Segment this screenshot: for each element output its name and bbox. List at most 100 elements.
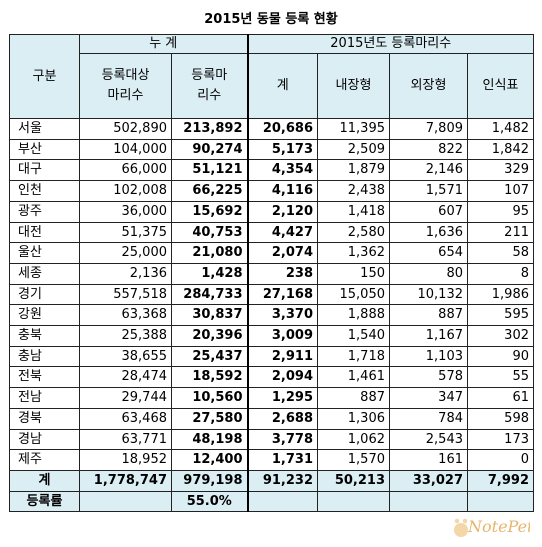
table-row: 제주 18,952 12,400 1,731 1,570 161 0 [9,449,534,471]
cell-region: 충남 [9,345,80,368]
cell-tag: 8 [467,262,534,285]
table-row: 인천 102,008 66,225 4,116 2,438 1,571 107 [9,180,534,202]
header-registered: 등록마 리수 [171,53,248,119]
header-registered-line1: 등록마 [191,68,228,83]
cell-tag: 598 [467,407,534,430]
cell-total: 2,094 [246,366,318,389]
cell-total: 2,688 [246,407,318,430]
page-title: 2015년 동물 등록 현황 [204,12,338,27]
header-target-line2: 마리수 [107,88,144,103]
cell-tag: 595 [467,304,534,327]
total-target: 1,778,747 [79,469,172,492]
cell-external: 80 [389,262,468,285]
table-row: 경기 557,518 284,733 27,168 15,050 10,132 1,986 [9,283,534,306]
cell-total: 2,074 [246,242,318,264]
cell-tag: 55 [467,366,534,389]
cell-target: 502,890 [79,118,172,140]
cell-region: 경북 [9,407,80,430]
cell-tag: 58 [467,242,534,264]
cell-region: 광주 [9,200,80,223]
cell-target: 29,744 [79,387,172,409]
table-row: 전북 28,474 18,592 2,094 1,461 578 55 [9,366,534,389]
cell-target: 38,655 [79,345,172,368]
table-row: 서울 502,890 213,892 20,686 11,395 7,809 1,482 [9,118,534,140]
cell-tag: 1,482 [467,118,534,140]
header-cumulative: 누 계 [79,34,248,54]
cell-registered: 284,733 [171,283,248,306]
header-target: 등록대상 마리수 [79,53,172,119]
total-tag: 7,992 [467,469,534,492]
cell-registered: 18,592 [171,366,248,389]
cell-internal: 1,062 [317,428,390,451]
cell-tag: 61 [467,387,534,409]
cell-external: 161 [389,449,468,471]
rate-empty-3 [317,490,390,513]
cell-registered: 20,396 [171,325,248,347]
table-row: 대구 66,000 51,121 4,354 1,879 2,146 329 [9,159,534,182]
rate-empty-5 [467,490,534,513]
cell-internal: 1,362 [317,242,390,264]
cell-registered: 15,692 [171,200,248,223]
rate-value: 55.0% [171,490,248,513]
cell-total: 1,731 [246,449,318,471]
cell-total: 3,370 [246,304,318,327]
cell-target: 25,388 [79,325,172,347]
cell-region: 서울 [9,118,80,140]
table-row: 부산 104,000 90,274 5,173 2,509 822 1,842 [9,138,534,161]
cell-external: 7,809 [389,118,468,140]
cell-region: 경남 [9,428,80,451]
cell-target: 66,000 [79,159,172,182]
cell-target: 28,474 [79,366,172,389]
cell-internal: 887 [317,387,390,409]
total-row: 계 1,778,747 979,198 91,232 50,213 33,027… [9,469,534,492]
cell-internal: 1,888 [317,304,390,327]
cell-internal: 1,418 [317,200,390,223]
rate-label: 등록률 [9,490,80,513]
cell-total: 238 [246,262,318,285]
cell-total: 3,009 [246,325,318,347]
cell-tag: 1,986 [467,283,534,306]
cell-registered: 27,580 [171,407,248,430]
cell-region: 강원 [9,304,80,327]
cell-registered: 66,225 [171,180,248,202]
cell-internal: 2,509 [317,138,390,161]
cell-registered: 40,753 [171,221,248,244]
cell-region: 울산 [9,242,80,264]
cell-registered: 21,080 [171,242,248,264]
cell-total: 4,427 [246,221,318,244]
paw-icon [454,523,468,537]
table-row: 강원 63,368 30,837 3,370 1,888 887 595 [9,304,534,327]
registration-table: 구분 누 계 2015년도 등록마리수 등록대상 마리수 등록마 리수 계 내장… [9,34,534,513]
cell-external: 10,132 [389,283,468,306]
cell-target: 104,000 [79,138,172,161]
total-label: 계 [9,469,80,492]
cell-external: 887 [389,304,468,327]
cell-registered: 25,437 [171,345,248,368]
cell-region: 부산 [9,138,80,161]
cell-target: 557,518 [79,283,172,306]
cell-external: 1,103 [389,345,468,368]
cell-region: 전남 [9,387,80,409]
rate-empty-1 [79,490,172,513]
total-registered: 979,198 [171,469,248,492]
cell-total: 20,686 [246,118,318,140]
cell-total: 1,295 [246,387,318,409]
cell-internal: 1,306 [317,407,390,430]
cell-registered: 48,198 [171,428,248,451]
rate-row: 등록률 55.0% [9,490,534,513]
cell-region: 경기 [9,283,80,306]
cell-target: 18,952 [79,449,172,471]
cell-external: 2,543 [389,428,468,451]
header-external: 외장형 [389,53,468,119]
total-internal: 50,213 [317,469,390,492]
cell-total: 3,778 [246,428,318,451]
table-row: 광주 36,000 15,692 2,120 1,418 607 95 [9,200,534,223]
cell-internal: 1,879 [317,159,390,182]
cell-internal: 1,718 [317,345,390,368]
cell-total: 5,173 [246,138,318,161]
cell-tag: 95 [467,200,534,223]
table-row: 충북 25,388 20,396 3,009 1,540 1,167 302 [9,325,534,347]
cell-internal: 150 [317,262,390,285]
cell-external: 2,146 [389,159,468,182]
cell-registered: 51,121 [171,159,248,182]
